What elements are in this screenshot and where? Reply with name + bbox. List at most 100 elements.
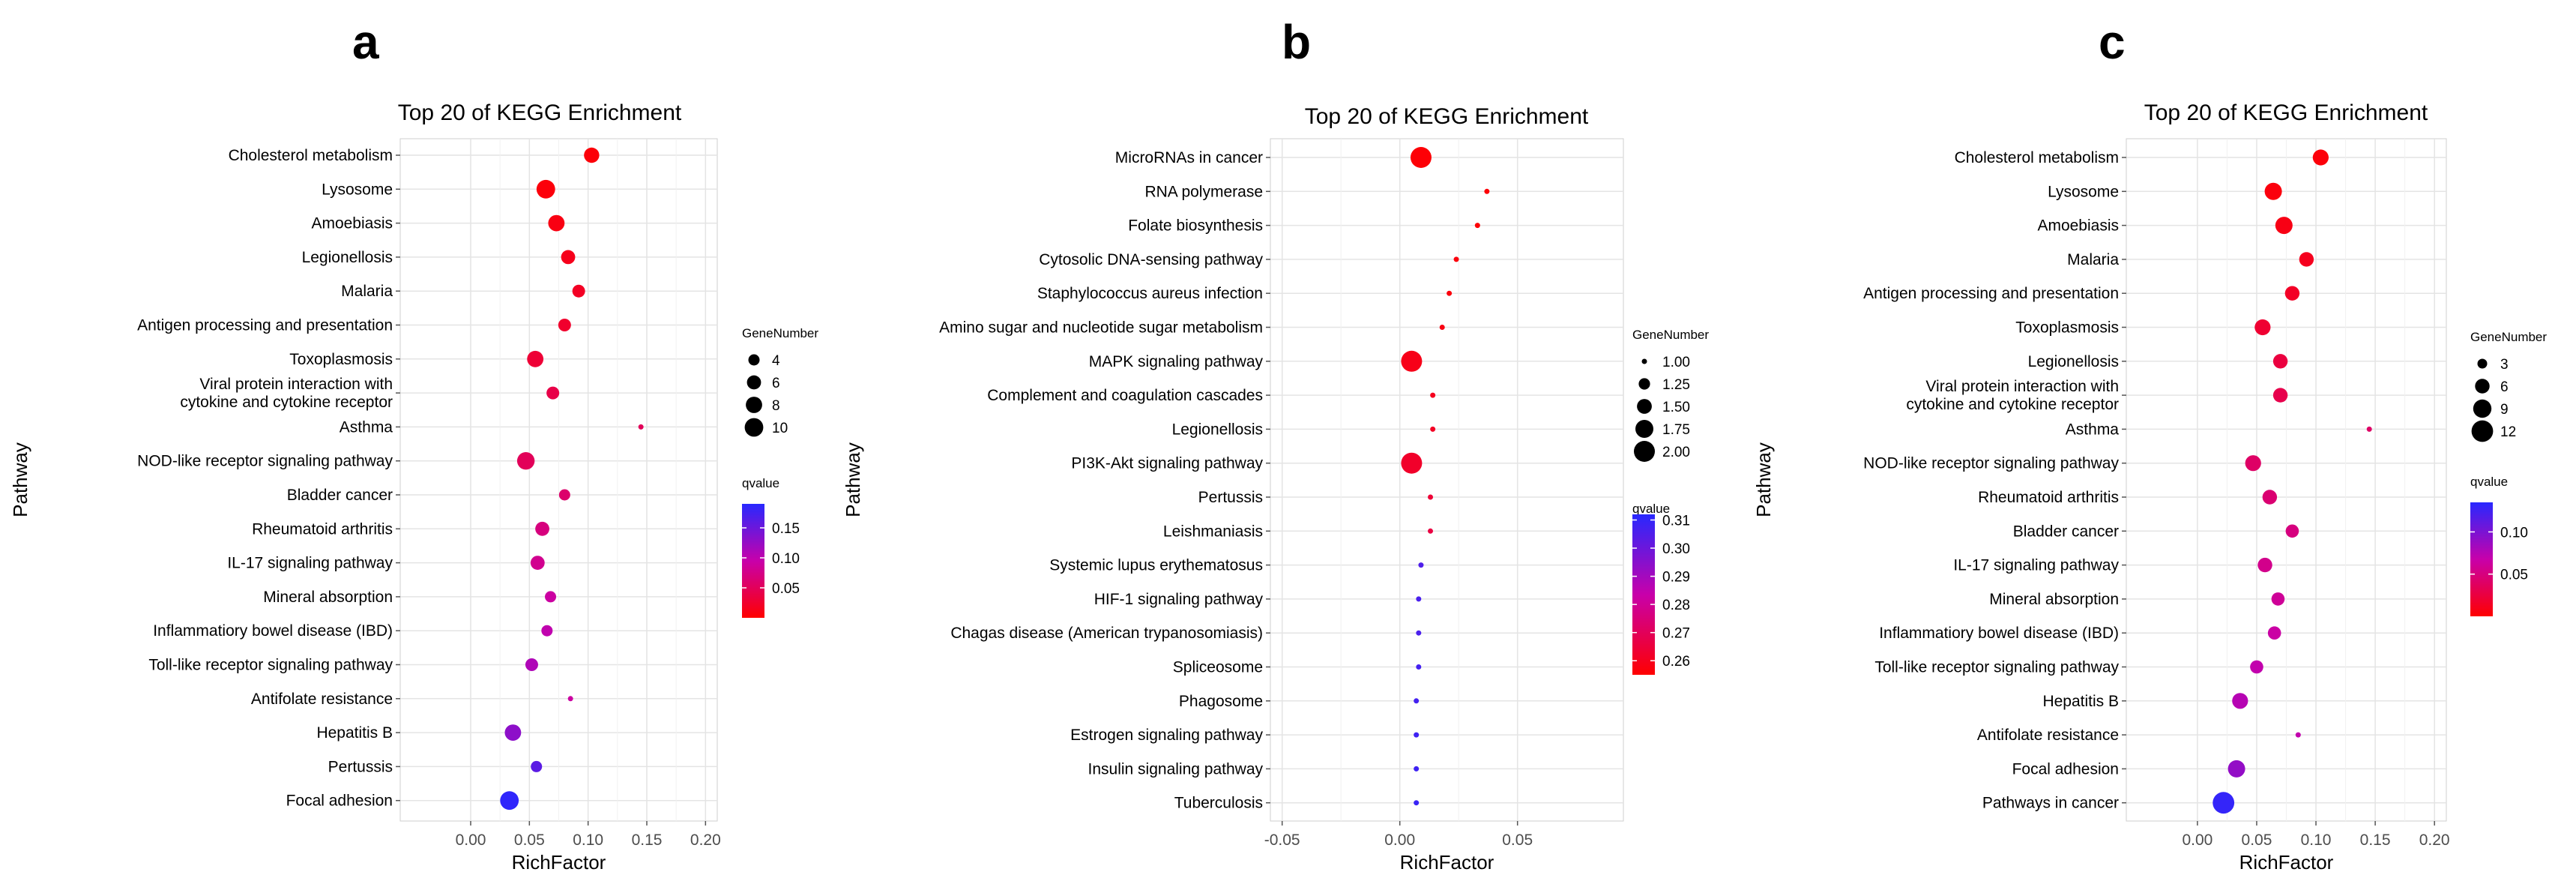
size-legend-label: 6 [772, 376, 780, 391]
data-point [2264, 182, 2282, 200]
data-point [1416, 664, 1422, 670]
y-tick-label: IL-17 signaling pathway [227, 555, 393, 572]
data-point [531, 760, 543, 772]
y-tick-label: Focal adhesion [2012, 760, 2119, 778]
size-legend-label: 3 [2500, 357, 2509, 373]
y-tick-label: Cholesterol metabolism [229, 147, 393, 164]
data-point [1401, 350, 1423, 372]
data-point [1428, 528, 1434, 534]
data-point [2257, 557, 2272, 573]
color-legend-label: 0.05 [772, 581, 800, 597]
data-point [527, 350, 544, 367]
data-point [558, 319, 571, 331]
panel-b: b Top 20 of KEGG Enrichment -0.05 0.00 0.05 M… [842, 15, 1709, 874]
data-point [1414, 766, 1420, 772]
y-tick-label: Hepatitis B [316, 724, 393, 742]
y-tick-label: Staphylococcus aureus infection [1037, 285, 1263, 302]
color-legend-label: 0.15 [772, 521, 800, 537]
data-point [2227, 760, 2245, 778]
y-tick-label: NOD-like receptor signaling pathway [137, 453, 393, 470]
y-tick-label: Rheumatoid arthritis [252, 520, 393, 538]
color-legend-bar [2470, 502, 2493, 616]
panel-a: a Top 20 of KEGG Enrichment 0.00 0.05 0.10 0.… [9, 15, 818, 874]
data-point [2299, 252, 2314, 267]
size-legend-title: GeneNumber [2470, 330, 2547, 344]
chart-title: Top 20 of KEGG Enrichment [2144, 100, 2428, 125]
data-point [1418, 562, 1424, 568]
y-tick-label: Malaria [2067, 251, 2119, 268]
y-tick-label: Tuberculosis [1174, 795, 1263, 812]
y-tick-label: Complement and coagulation cascades [987, 387, 1263, 404]
data-point [546, 386, 560, 400]
data-point [2232, 693, 2248, 709]
y-tick-label: Insulin signaling pathway [1088, 760, 1264, 778]
y-tick-label: Pathways in cancer [1982, 795, 2119, 812]
color-legend-title: qvalue [2470, 475, 2508, 489]
x-tick-label: 0.00 [2182, 832, 2212, 849]
x-tick-label: -0.05 [1264, 832, 1300, 849]
size-legend-label: 1.00 [1662, 355, 1690, 370]
chart-title: Top 20 of KEGG Enrichment [1305, 104, 1589, 129]
data-point [1401, 452, 1423, 474]
size-legend-label: 9 [2500, 402, 2509, 418]
size-legend-label: 1.50 [1662, 400, 1690, 415]
y-tick-label: Inflammatiory bowel disease (IBD) [153, 622, 393, 640]
data-point [536, 179, 555, 199]
size-legend-label: 1.25 [1662, 377, 1690, 393]
y-axis-title: Pathway [9, 442, 31, 517]
x-tick-label: 0.10 [573, 832, 603, 849]
size-legend-label: 1.75 [1662, 422, 1690, 438]
size-legend-key [746, 397, 762, 413]
data-point [541, 625, 553, 637]
color-legend: qvalue 0.15 0.10 0.05 [742, 476, 800, 618]
data-point [1447, 290, 1453, 296]
color-legend-label: 0.05 [2500, 568, 2528, 583]
size-legend: GeneNumber 1.00 1.25 1.50 1.75 2.00 [1632, 328, 1709, 462]
data-point [2250, 660, 2263, 674]
data-point [561, 250, 576, 265]
size-legend-label: 2.00 [1662, 445, 1690, 460]
data-point [516, 452, 535, 470]
y-tick-label: MAPK signaling pathway [1089, 353, 1264, 370]
y-tick-label: IL-17 signaling pathway [1953, 557, 2119, 574]
color-legend-label: 0.10 [2500, 525, 2528, 541]
y-tick-label: Leishmaniasis [1163, 523, 1263, 540]
data-point [2267, 626, 2281, 640]
size-legend-key [744, 418, 764, 437]
panel-letter: a [352, 15, 379, 69]
x-tick-label: 0.15 [632, 832, 663, 849]
data-point [525, 658, 538, 671]
data-point [548, 214, 565, 232]
color-legend-label: 0.31 [1662, 514, 1690, 529]
data-point [1474, 223, 1480, 229]
data-point [2366, 426, 2372, 432]
y-tick-label: Rheumatoid arthritis [1978, 489, 2119, 506]
size-legend-title: GeneNumber [1632, 328, 1709, 342]
y-tick-label: cytokine and cytokine receptor [180, 394, 393, 411]
data-point [2271, 592, 2285, 606]
y-tick-label: Legionellosis [1172, 421, 1263, 438]
y-tick-label: Viral protein interaction with [1925, 378, 2119, 395]
y-tick-label: Chagas disease (American trypanosomiasis… [950, 625, 1263, 642]
y-tick-label: Amoebiasis [2037, 217, 2119, 235]
data-point [2272, 388, 2288, 403]
x-tick-label: 0.00 [1384, 832, 1415, 849]
y-tick-label: cytokine and cytokine receptor [1906, 396, 2119, 413]
x-tick-label: 0.05 [2242, 832, 2272, 849]
y-tick-label: Pertussis [1198, 489, 1263, 506]
data-point [530, 556, 545, 570]
size-legend-label: 12 [2500, 424, 2516, 440]
data-point [584, 147, 600, 163]
data-point [1430, 392, 1436, 398]
y-tick-label: Toxoplasmosis [289, 351, 393, 368]
data-point [2262, 490, 2278, 505]
panel-letter: c [2099, 15, 2126, 69]
y-tick-label: Toxoplasmosis [2015, 319, 2119, 337]
color-legend-bar [1632, 514, 1655, 675]
data-point [2254, 319, 2271, 336]
y-tick-label: Amino sugar and nucleotide sugar metabol… [939, 319, 1263, 337]
x-axis-title: RichFactor [2239, 851, 2334, 874]
y-tick-label: Mineral absorption [1989, 591, 2119, 608]
